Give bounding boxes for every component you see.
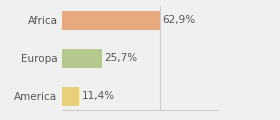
Text: 25,7%: 25,7% [104, 53, 137, 63]
Bar [62, 49, 102, 68]
Bar [62, 87, 80, 106]
Text: 62,9%: 62,9% [163, 15, 196, 25]
Bar [62, 11, 160, 30]
Text: 11,4%: 11,4% [82, 91, 115, 101]
